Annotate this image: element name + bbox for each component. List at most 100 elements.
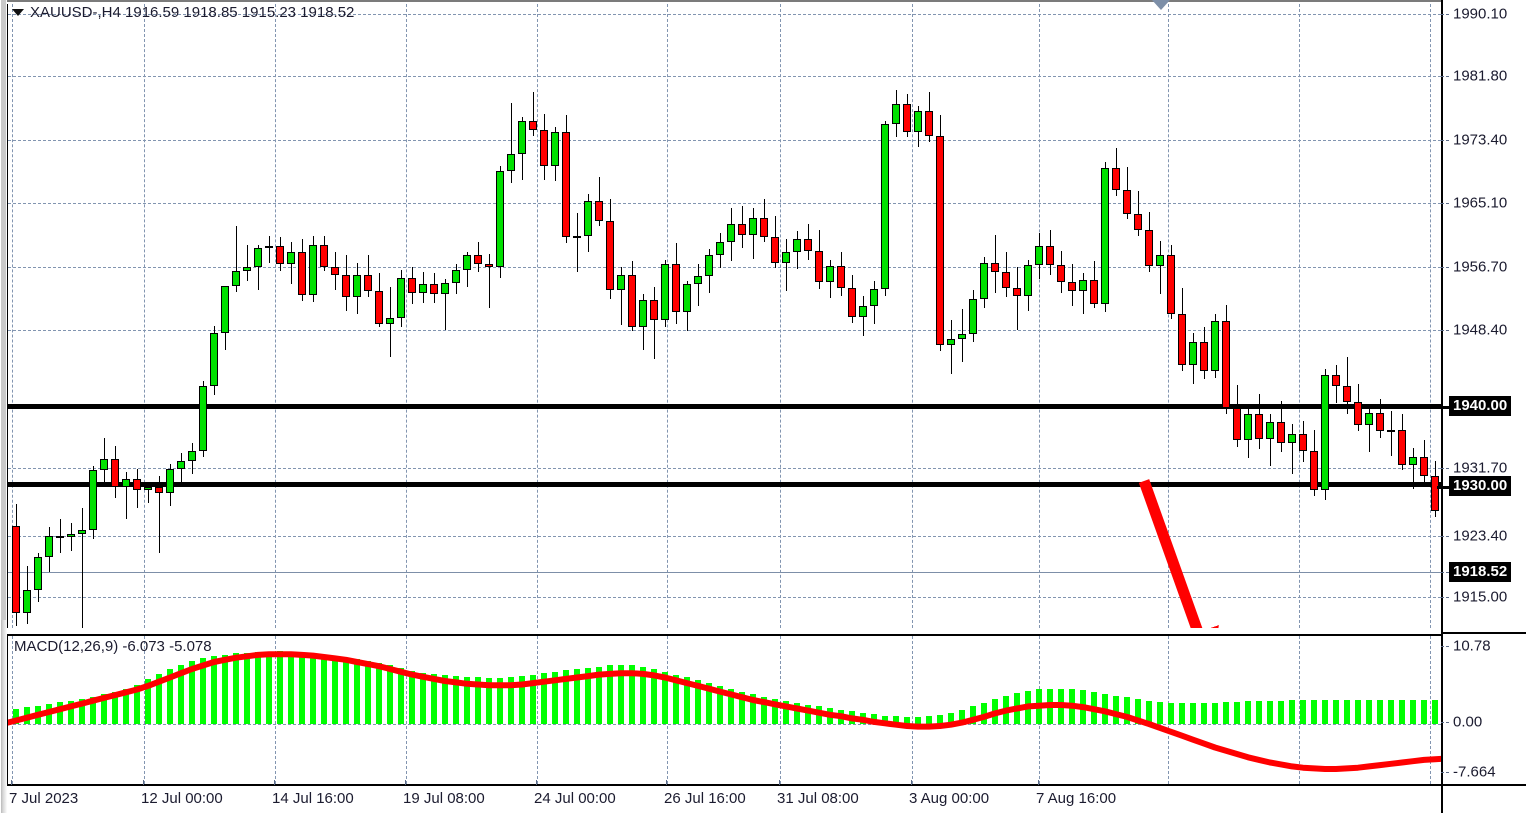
- grid-line-horizontal: [8, 536, 1441, 537]
- candle-body: [1046, 246, 1054, 265]
- macd-label: MACD(12,26,9) -6.073 -5.078: [14, 638, 212, 655]
- macd-histogram-bar: [915, 716, 921, 724]
- candle-body: [265, 246, 273, 249]
- candle-body: [408, 277, 416, 294]
- candle-body: [749, 217, 757, 235]
- macd-histogram-bar: [805, 704, 811, 724]
- candle-body: [694, 276, 702, 285]
- candle-wick: [1082, 273, 1084, 315]
- price-axis-label: 0.00: [1453, 713, 1483, 731]
- candle-body: [529, 121, 537, 130]
- macd-histogram-bar: [1410, 700, 1416, 724]
- candle-body: [881, 124, 889, 289]
- candle-body: [782, 252, 790, 263]
- macd-histogram-bar: [629, 665, 635, 724]
- macd-histogram-bar: [585, 667, 591, 724]
- candle-body: [1145, 230, 1153, 267]
- candle-body: [1277, 422, 1285, 444]
- price-axis-tick: [1437, 406, 1449, 409]
- macd-histogram-bar: [508, 677, 514, 724]
- candle-body: [375, 291, 383, 325]
- candle-body: [716, 242, 724, 256]
- scrollbar-thumb[interactable]: [1, 0, 6, 620]
- chart-top-border: [7, 0, 1441, 4]
- candle-body: [1002, 271, 1010, 289]
- candle-body: [331, 267, 339, 276]
- time-axis[interactable]: 7 Jul 2023 12 Jul 00:00 14 Jul 16:00 19 Jul…: [7, 780, 1441, 813]
- time-axis-label: 19 Jul 08:00: [403, 790, 485, 807]
- macd-histogram-bar: [1300, 700, 1306, 724]
- candle-body: [793, 238, 801, 253]
- macd-histogram-bar: [90, 696, 96, 724]
- candle-body: [1068, 282, 1076, 292]
- candle-body: [1222, 321, 1230, 409]
- time-axis-label: 7 Aug 16:00: [1036, 790, 1117, 807]
- macd-histogram-bar: [970, 706, 976, 724]
- candle-body: [144, 486, 152, 490]
- grid-line-horizontal: [8, 140, 1441, 141]
- macd-histogram-bar: [332, 656, 338, 724]
- macd-histogram-bar: [398, 668, 404, 724]
- macd-histogram-bar: [761, 696, 767, 724]
- candle-body: [34, 557, 42, 591]
- chart-header: XAUUSD-,H4 1916.59 1918.85 1915.23 1918.…: [12, 4, 354, 21]
- candle-body: [936, 136, 944, 346]
- grid-line-vertical: [912, 636, 913, 784]
- candle-body: [298, 252, 306, 295]
- macd-histogram-bar: [1377, 700, 1383, 724]
- macd-histogram-bar: [1344, 700, 1350, 724]
- time-axis-tick: [274, 780, 275, 785]
- candle-body: [287, 252, 295, 265]
- macd-histogram-bar: [1234, 702, 1240, 724]
- candle-body: [1200, 342, 1208, 371]
- price-axis[interactable]: 1990.10 1981.80 1973.40 1965.10 1956.70 1948.…: [1437, 0, 1526, 813]
- macd-histogram-bar: [893, 716, 899, 724]
- candle-wick: [1269, 413, 1271, 466]
- candle-wick: [235, 225, 237, 292]
- candle-wick: [158, 476, 160, 553]
- price-chart-pane[interactable]: [7, 4, 1441, 628]
- candle-wick: [444, 279, 446, 330]
- candle-body: [518, 121, 526, 155]
- time-axis-tick: [666, 780, 667, 785]
- price-axis-tick: [1441, 536, 1449, 537]
- candle-body: [1134, 213, 1142, 231]
- candle-body: [760, 217, 768, 238]
- price-axis-tick: [1441, 772, 1449, 773]
- candle-body: [100, 458, 108, 471]
- macd-histogram-bar: [1289, 700, 1295, 724]
- macd-histogram-bar: [937, 714, 943, 724]
- grid-line-vertical: [12, 636, 13, 784]
- vertical-scrollbar[interactable]: [0, 0, 7, 813]
- macd-histogram-bar: [1399, 700, 1405, 724]
- macd-indicator-pane[interactable]: MACD(12,26,9) -6.073 -5.078: [7, 634, 1441, 784]
- grid-line-vertical: [275, 636, 276, 784]
- macd-histogram-bar: [981, 702, 987, 724]
- symbol-ohlc-label: XAUUSD-,H4 1916.59 1918.85 1915.23 1918.…: [30, 4, 355, 21]
- axis-separator-time: [1441, 784, 1526, 786]
- candle-body: [1255, 413, 1263, 439]
- macd-histogram-bar: [728, 688, 734, 724]
- candle-body: [485, 264, 493, 268]
- grid-line-vertical: [1299, 636, 1300, 784]
- time-axis-label: 3 Aug 00:00: [909, 790, 990, 807]
- time-axis-label: 26 Jul 16:00: [664, 790, 746, 807]
- macd-histogram-bar: [299, 652, 305, 724]
- candle-body: [397, 277, 405, 319]
- price-axis-label: 1931.70: [1453, 459, 1508, 477]
- candle-body: [430, 283, 438, 295]
- macd-histogram-bar: [266, 652, 272, 724]
- time-axis-tick: [143, 780, 144, 785]
- candle-wick: [81, 507, 83, 628]
- macd-histogram-bar: [321, 654, 327, 724]
- macd-histogram-bar: [684, 677, 690, 724]
- candle-wick: [697, 264, 699, 307]
- candle-body: [980, 262, 988, 299]
- macd-histogram-bar: [574, 669, 580, 724]
- candle-body: [199, 385, 207, 451]
- chevron-down-icon[interactable]: [12, 9, 24, 16]
- price-axis-label: 1948.40: [1453, 321, 1508, 339]
- candle-wick: [257, 244, 259, 290]
- candle-body: [1398, 429, 1406, 465]
- macd-histogram-bar: [1157, 702, 1163, 724]
